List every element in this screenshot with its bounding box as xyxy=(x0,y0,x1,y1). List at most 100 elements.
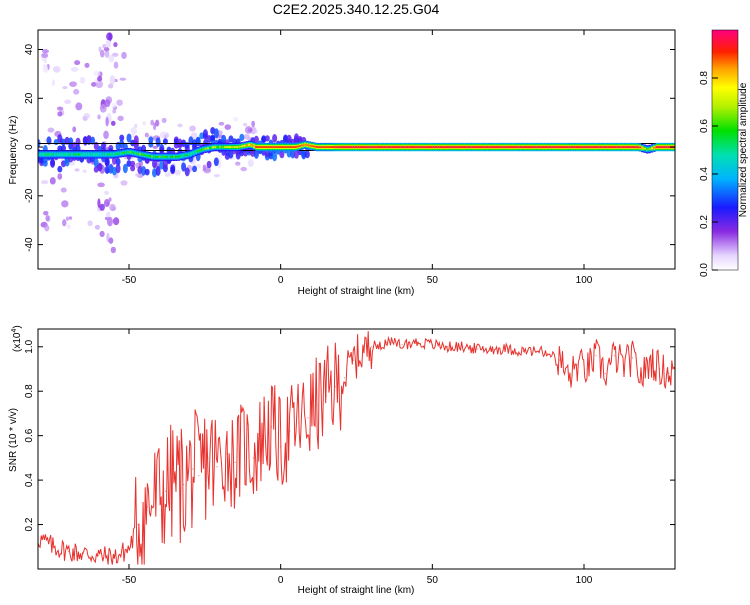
spectrogram-ridge-cell xyxy=(417,146,421,148)
spectrogram-ridge-cell xyxy=(95,153,98,156)
snr-data-point xyxy=(207,457,209,459)
spectrogram-ridge-cell xyxy=(561,146,564,148)
spectrogram-ridge-cell xyxy=(527,146,530,148)
spectrogram-ridge-cell xyxy=(340,146,343,148)
spectrogram-ridge-cell xyxy=(129,151,132,154)
spectrogram-ridge-cell xyxy=(456,146,460,148)
spectrogram-ridge-cell xyxy=(570,146,574,148)
spectrogram-ridge-cell xyxy=(269,146,273,148)
spectrogram-ridge-cell xyxy=(260,146,263,148)
snr-data-point xyxy=(477,348,479,350)
snr-data-point xyxy=(371,346,373,348)
spectrogram-ridge-cell xyxy=(112,153,115,156)
spectrogram-band-blob xyxy=(202,129,208,139)
snr-multiplier-prefix: (x10 xyxy=(12,332,23,352)
snr-data-point xyxy=(98,555,100,557)
spectrogram-streak-blob xyxy=(105,116,109,127)
spectrogram-x-tick-label: -50 xyxy=(122,275,137,286)
spectrogram-ridge-cell xyxy=(490,146,494,148)
spectrogram-band-blob xyxy=(46,136,52,145)
snr-y-label: SNR (10 * v/v) xyxy=(8,408,19,472)
spectrogram-band-blob xyxy=(213,128,219,139)
spectrogram-ridge-cell xyxy=(182,154,185,157)
spectrogram-band-blob xyxy=(221,134,227,144)
snr-data-point xyxy=(155,497,157,499)
spectrogram-ridge-cell xyxy=(315,146,319,148)
spectrogram-ridge-cell xyxy=(286,146,290,148)
spectrogram-streak-blob xyxy=(103,47,110,52)
spectrogram-ridge-cell xyxy=(536,146,540,148)
spectrogram-band-blob xyxy=(301,149,307,160)
spectrogram-ridge-cell xyxy=(291,146,295,148)
spectrogram-ridge-cell xyxy=(638,146,642,149)
snr-data-point xyxy=(146,506,148,508)
spectrogram-ridge-cell xyxy=(621,146,625,148)
snr-data-point xyxy=(537,350,540,352)
spectrogram-ridge-cell xyxy=(308,144,312,147)
spectrogram-ridge-cell xyxy=(408,146,411,148)
spectrogram-noise-blob xyxy=(218,121,225,126)
spectrogram-streak-blob xyxy=(97,75,103,82)
spectrogram-ridge-cell xyxy=(97,153,100,156)
snr-x-tick-label: -50 xyxy=(122,575,137,586)
spectrogram-streak-blob xyxy=(99,49,105,58)
spectrogram-noise-blob xyxy=(72,126,77,133)
spectrogram-ridge-cell xyxy=(400,146,404,148)
snr-y-tick-label: 0.6 xyxy=(24,428,35,442)
snr-y-tick-label: 0.8 xyxy=(24,384,35,398)
spectrogram-noise-blob xyxy=(43,210,49,216)
snr-data-point xyxy=(261,435,264,437)
spectrogram-ridge-cell xyxy=(609,146,612,148)
spectrogram-ridge-cell xyxy=(146,154,149,157)
spectrogram-ridge-cell xyxy=(641,147,644,149)
spectrogram-noise-blob xyxy=(41,180,49,185)
spectrogram-band-blob xyxy=(181,162,187,172)
spectrogram-x-label: Height of straight line (km) xyxy=(298,286,415,297)
snr-x-tick-label: 100 xyxy=(576,575,593,586)
spectrogram-ridge-cell xyxy=(653,146,656,149)
spectrogram-ridge-cell xyxy=(53,153,57,156)
spectrogram-ridge-cell xyxy=(471,146,474,148)
spectrogram-noise-blob xyxy=(174,169,181,176)
spectrogram-noise-blob xyxy=(61,200,69,208)
spectrogram-band-blob xyxy=(213,157,219,167)
colorbar-tick-label: 0.0 xyxy=(699,263,710,277)
spectrogram-ridge-cell xyxy=(624,146,627,148)
spectrogram-ridge-cell xyxy=(517,146,520,148)
spectrogram-y-tick-label: 20 xyxy=(24,92,35,104)
spectrogram-ridge-cell xyxy=(257,146,261,148)
spectrogram-ridge-cell xyxy=(473,146,477,148)
spectrogram-band-blob xyxy=(286,134,292,143)
spectrogram-ridge-cell xyxy=(143,154,147,157)
spectrogram-band-blob xyxy=(272,133,278,143)
spectrogram-ridge-cell xyxy=(265,146,268,148)
spectrogram-ridge-cell xyxy=(298,145,302,147)
spectrogram-ridge-cell xyxy=(114,153,117,155)
spectrogram-ridge-cell xyxy=(587,146,591,148)
spectrogram-noise-blob xyxy=(49,177,56,185)
spectrogram-ridge-cell xyxy=(604,146,608,148)
spectrogram-noise-blob xyxy=(240,166,247,172)
spectrogram-ridge-cell xyxy=(267,146,270,148)
spectrogram-ridge-cell xyxy=(301,144,304,147)
spectrogram-ridge-cell xyxy=(563,146,566,148)
spectrogram-ridge-cell xyxy=(461,146,464,148)
spectrogram-noise-blob xyxy=(74,168,80,172)
spectrogram-ridge-cell xyxy=(204,147,207,150)
spectrogram-ridge-cell xyxy=(279,146,282,148)
spectrogram-streak-blob xyxy=(104,99,111,108)
snr-series-line xyxy=(38,331,675,565)
spectrogram-ridge-cell xyxy=(595,146,598,148)
spectrogram-ridge-cell xyxy=(393,146,397,148)
spectrogram-ridge-cell xyxy=(405,146,409,148)
spectrogram-ridge-cell xyxy=(197,150,200,152)
spectrogram-streak-blob xyxy=(108,32,112,42)
spectrogram-noise-blob xyxy=(108,54,115,63)
spectrogram-ridge-cell xyxy=(447,146,450,148)
spectrogram-ridge-cell xyxy=(136,152,139,155)
spectrogram-band-blob xyxy=(159,146,165,154)
spectrogram-ridge-cell xyxy=(235,146,239,148)
spectrogram-ridge-cell xyxy=(519,146,523,148)
spectrogram-ridge-cell xyxy=(514,146,518,148)
snr-data-point xyxy=(137,523,139,526)
